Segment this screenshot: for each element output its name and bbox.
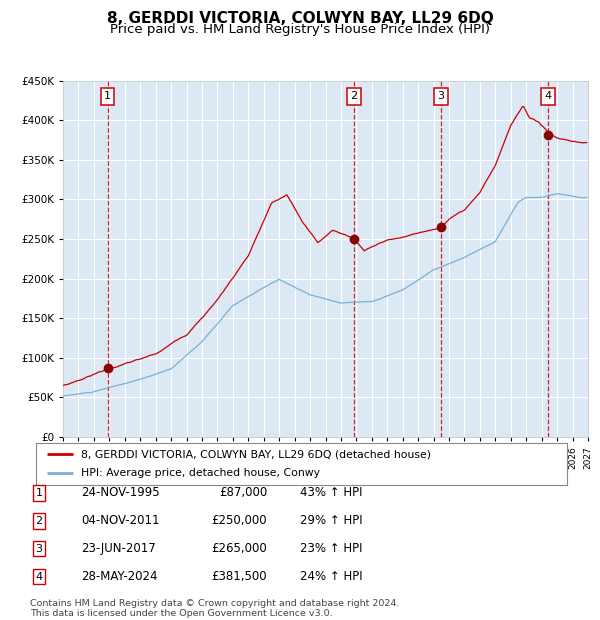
Text: 1: 1 [104,91,111,102]
Text: £250,000: £250,000 [211,515,267,527]
Text: 2: 2 [35,516,43,526]
Text: 29% ↑ HPI: 29% ↑ HPI [300,515,362,527]
Text: 3: 3 [35,544,43,554]
Text: 8, GERDDI VICTORIA, COLWYN BAY, LL29 6DQ (detached house): 8, GERDDI VICTORIA, COLWYN BAY, LL29 6DQ… [81,449,431,459]
Text: 24% ↑ HPI: 24% ↑ HPI [300,570,362,583]
Text: Contains HM Land Registry data © Crown copyright and database right 2024.
This d: Contains HM Land Registry data © Crown c… [30,599,400,618]
Text: 1: 1 [35,488,43,498]
Text: 23-JUN-2017: 23-JUN-2017 [81,542,156,555]
Text: 28-MAY-2024: 28-MAY-2024 [81,570,157,583]
Text: 43% ↑ HPI: 43% ↑ HPI [300,487,362,499]
Text: 24-NOV-1995: 24-NOV-1995 [81,487,160,499]
Text: 3: 3 [437,91,445,102]
Text: Price paid vs. HM Land Registry's House Price Index (HPI): Price paid vs. HM Land Registry's House … [110,23,490,36]
Text: 4: 4 [35,572,43,582]
Text: 2: 2 [350,91,358,102]
Text: HPI: Average price, detached house, Conwy: HPI: Average price, detached house, Conw… [81,469,320,479]
Text: £87,000: £87,000 [219,487,267,499]
Text: £265,000: £265,000 [211,542,267,555]
Text: £381,500: £381,500 [211,570,267,583]
Text: 23% ↑ HPI: 23% ↑ HPI [300,542,362,555]
Text: 4: 4 [544,91,551,102]
Text: 04-NOV-2011: 04-NOV-2011 [81,515,160,527]
Text: 8, GERDDI VICTORIA, COLWYN BAY, LL29 6DQ: 8, GERDDI VICTORIA, COLWYN BAY, LL29 6DQ [107,11,493,25]
